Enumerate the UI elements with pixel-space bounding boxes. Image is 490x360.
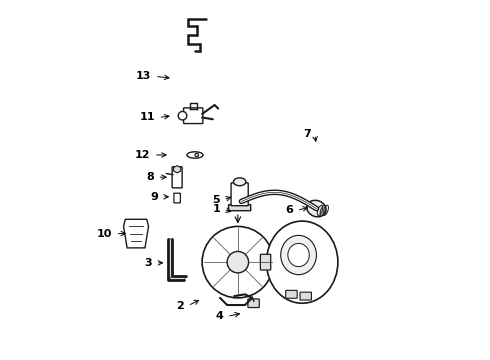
Text: 8: 8 <box>146 172 154 182</box>
Text: 5: 5 <box>212 195 220 204</box>
FancyBboxPatch shape <box>228 204 251 211</box>
Circle shape <box>227 251 248 273</box>
Ellipse shape <box>281 235 317 275</box>
Ellipse shape <box>233 178 246 186</box>
Polygon shape <box>173 166 181 173</box>
Circle shape <box>195 153 198 157</box>
Text: 10: 10 <box>97 229 112 239</box>
Text: 2: 2 <box>176 301 184 311</box>
FancyBboxPatch shape <box>174 193 180 203</box>
FancyBboxPatch shape <box>286 291 297 298</box>
Circle shape <box>202 226 273 298</box>
FancyBboxPatch shape <box>172 167 182 188</box>
Text: 4: 4 <box>216 311 223 321</box>
Polygon shape <box>123 219 148 248</box>
Text: 12: 12 <box>135 150 150 160</box>
FancyBboxPatch shape <box>260 254 270 270</box>
Ellipse shape <box>267 221 338 303</box>
Polygon shape <box>168 239 172 280</box>
FancyBboxPatch shape <box>184 108 203 123</box>
Text: 1: 1 <box>212 204 220 214</box>
FancyBboxPatch shape <box>231 183 248 206</box>
Polygon shape <box>168 276 186 280</box>
Ellipse shape <box>288 243 309 267</box>
Text: 7: 7 <box>303 129 311 139</box>
Ellipse shape <box>187 152 203 158</box>
Text: 9: 9 <box>151 192 159 202</box>
Text: 11: 11 <box>140 112 155 122</box>
Circle shape <box>178 111 187 120</box>
Text: 3: 3 <box>145 258 152 268</box>
Text: 6: 6 <box>285 205 293 215</box>
FancyBboxPatch shape <box>300 292 312 300</box>
Ellipse shape <box>307 200 326 217</box>
FancyBboxPatch shape <box>248 299 259 307</box>
Text: 13: 13 <box>136 71 151 81</box>
